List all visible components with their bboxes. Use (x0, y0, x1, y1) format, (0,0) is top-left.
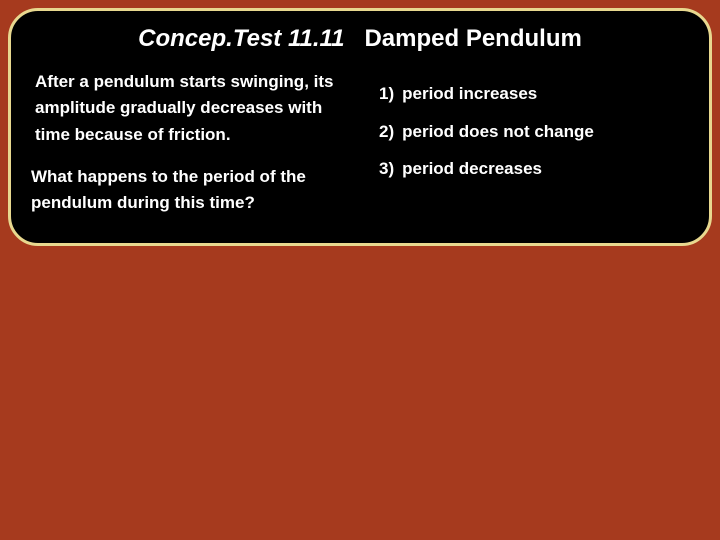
option-2-num: 2) (379, 122, 394, 141)
content-row: After a pendulum starts swinging, its am… (35, 69, 685, 217)
option-1-text: period increases (402, 84, 537, 103)
option-1-num: 1) (379, 84, 394, 103)
title-prefix: Concep.Test 11.11 (138, 25, 344, 52)
options-column: 1) period increases 2) period does not cha… (379, 69, 685, 217)
question-column: After a pendulum starts swinging, its am… (35, 69, 355, 217)
question-para-2: What happens to the period of the pendul… (31, 164, 355, 217)
slide-title: Concep.Test 11.11 Damped Pendulum (35, 25, 685, 53)
option-3-num: 3) (379, 159, 394, 178)
option-2-text: period does not change (402, 122, 594, 141)
title-suffix: Damped Pendulum (364, 25, 581, 52)
option-2: 2) period does not change (379, 119, 685, 145)
option-1: 1) period increases (379, 81, 685, 107)
question-box: Concep.Test 11.11 Damped Pendulum After … (8, 8, 712, 246)
question-para-1: After a pendulum starts swinging, its am… (35, 69, 355, 148)
option-3: 3) period decreases (379, 156, 685, 182)
option-3-text: period decreases (402, 159, 542, 178)
